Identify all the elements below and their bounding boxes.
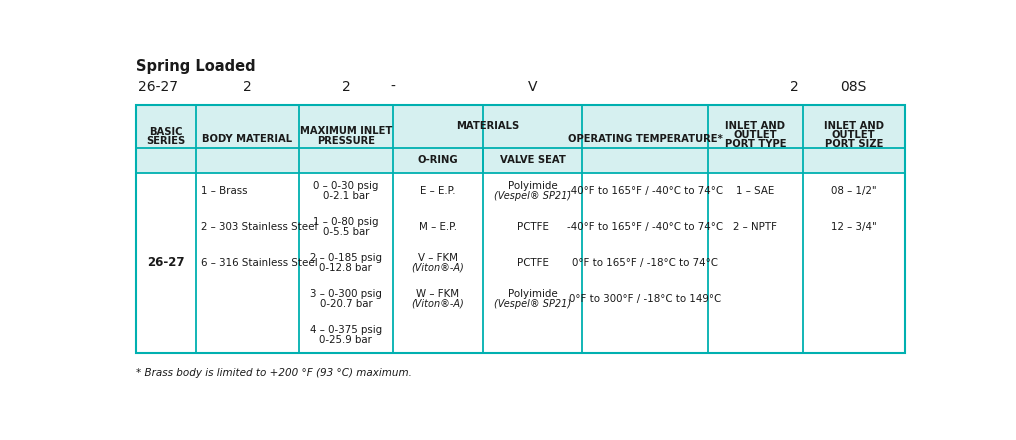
Text: MATERIALS: MATERIALS <box>456 121 519 132</box>
Text: 0 – 0-30 psig: 0 – 0-30 psig <box>313 181 379 191</box>
Text: O-RING: O-RING <box>418 155 458 165</box>
Text: 1 – Brass: 1 – Brass <box>201 186 248 196</box>
Text: PORT SIZE: PORT SIZE <box>825 139 883 149</box>
Text: OUTLET: OUTLET <box>832 130 876 140</box>
Text: 2: 2 <box>341 80 351 94</box>
Text: INLET AND: INLET AND <box>725 121 785 131</box>
Text: Polyimide: Polyimide <box>508 289 558 299</box>
Text: -40°F to 165°F / -40°C to 74°C: -40°F to 165°F / -40°C to 74°C <box>567 186 723 196</box>
Text: V: V <box>527 80 537 94</box>
Text: 0-5.5 bar: 0-5.5 bar <box>323 227 369 237</box>
Text: 2 – NPTF: 2 – NPTF <box>734 222 777 232</box>
Text: VALVE SEAT: VALVE SEAT <box>500 155 566 165</box>
Text: BASIC: BASIC <box>149 127 183 137</box>
Text: 2 – 303 Stainless Steel: 2 – 303 Stainless Steel <box>201 222 317 232</box>
Text: -: - <box>391 80 395 94</box>
Text: PCTFE: PCTFE <box>516 222 549 232</box>
Text: 0-20.7 bar: 0-20.7 bar <box>319 299 372 309</box>
Text: V – FKM: V – FKM <box>418 253 458 263</box>
Text: MAXIMUM INLET: MAXIMUM INLET <box>300 126 392 136</box>
Text: 4 – 0-375 psig: 4 – 0-375 psig <box>310 325 382 334</box>
Text: 0°F to 300°F / -18°C to 149°C: 0°F to 300°F / -18°C to 149°C <box>569 294 721 304</box>
Text: 6 – 316 Stainless Steel: 6 – 316 Stainless Steel <box>201 258 318 268</box>
Text: 26-27: 26-27 <box>147 257 185 269</box>
Bar <box>136 105 905 352</box>
Text: (Vespel® SP21): (Vespel® SP21) <box>494 191 571 201</box>
Text: OUTLET: OUTLET <box>734 130 777 140</box>
Text: PRESSURE: PRESSURE <box>317 136 375 146</box>
Text: 1 – SAE: 1 – SAE <box>737 186 774 196</box>
Text: 0-25.9 bar: 0-25.9 bar <box>319 335 372 345</box>
Text: 1 – 0-80 psig: 1 – 0-80 psig <box>313 217 379 227</box>
Text: 0-2.1 bar: 0-2.1 bar <box>323 191 369 201</box>
Text: 12 – 3/4": 12 – 3/4" <box>831 222 877 232</box>
Text: -40°F to 165°F / -40°C to 74°C: -40°F to 165°F / -40°C to 74°C <box>567 222 723 232</box>
Text: M – E.P.: M – E.P. <box>419 222 457 232</box>
Text: E – E.P.: E – E.P. <box>421 186 456 196</box>
Text: 0°F to 165°F / -18°C to 74°C: 0°F to 165°F / -18°C to 74°C <box>572 258 718 268</box>
Text: BODY MATERIAL: BODY MATERIAL <box>202 134 293 144</box>
Text: 26-27: 26-27 <box>138 80 179 94</box>
Text: 2: 2 <box>790 80 800 94</box>
Text: SERIES: SERIES <box>146 136 186 146</box>
Text: INLET AND: INLET AND <box>824 121 884 131</box>
Text: 2 – 0-185 psig: 2 – 0-185 psig <box>310 253 382 263</box>
Text: Spring Loaded: Spring Loaded <box>136 59 256 74</box>
Text: W – FKM: W – FKM <box>417 289 459 299</box>
Text: 0-12.8 bar: 0-12.8 bar <box>319 263 372 273</box>
Text: PORT TYPE: PORT TYPE <box>724 139 786 149</box>
Text: OPERATING TEMPERATURE*: OPERATING TEMPERATURE* <box>568 134 722 144</box>
Text: 08S: 08S <box>840 80 867 94</box>
Text: 08 – 1/2": 08 – 1/2" <box>831 186 877 196</box>
Bar <box>136 105 905 173</box>
Text: (Viton®-A): (Viton®-A) <box>411 299 464 309</box>
Text: 2: 2 <box>243 80 252 94</box>
Text: * Brass body is limited to +200 °F (93 °C) maximum.: * Brass body is limited to +200 °F (93 °… <box>136 368 412 378</box>
Text: 3 – 0-300 psig: 3 – 0-300 psig <box>310 289 382 299</box>
Text: (Vespel® SP21): (Vespel® SP21) <box>494 299 571 309</box>
Text: (Viton®-A): (Viton®-A) <box>411 263 464 273</box>
Text: Polyimide: Polyimide <box>508 181 558 191</box>
Text: PCTFE: PCTFE <box>516 258 549 268</box>
